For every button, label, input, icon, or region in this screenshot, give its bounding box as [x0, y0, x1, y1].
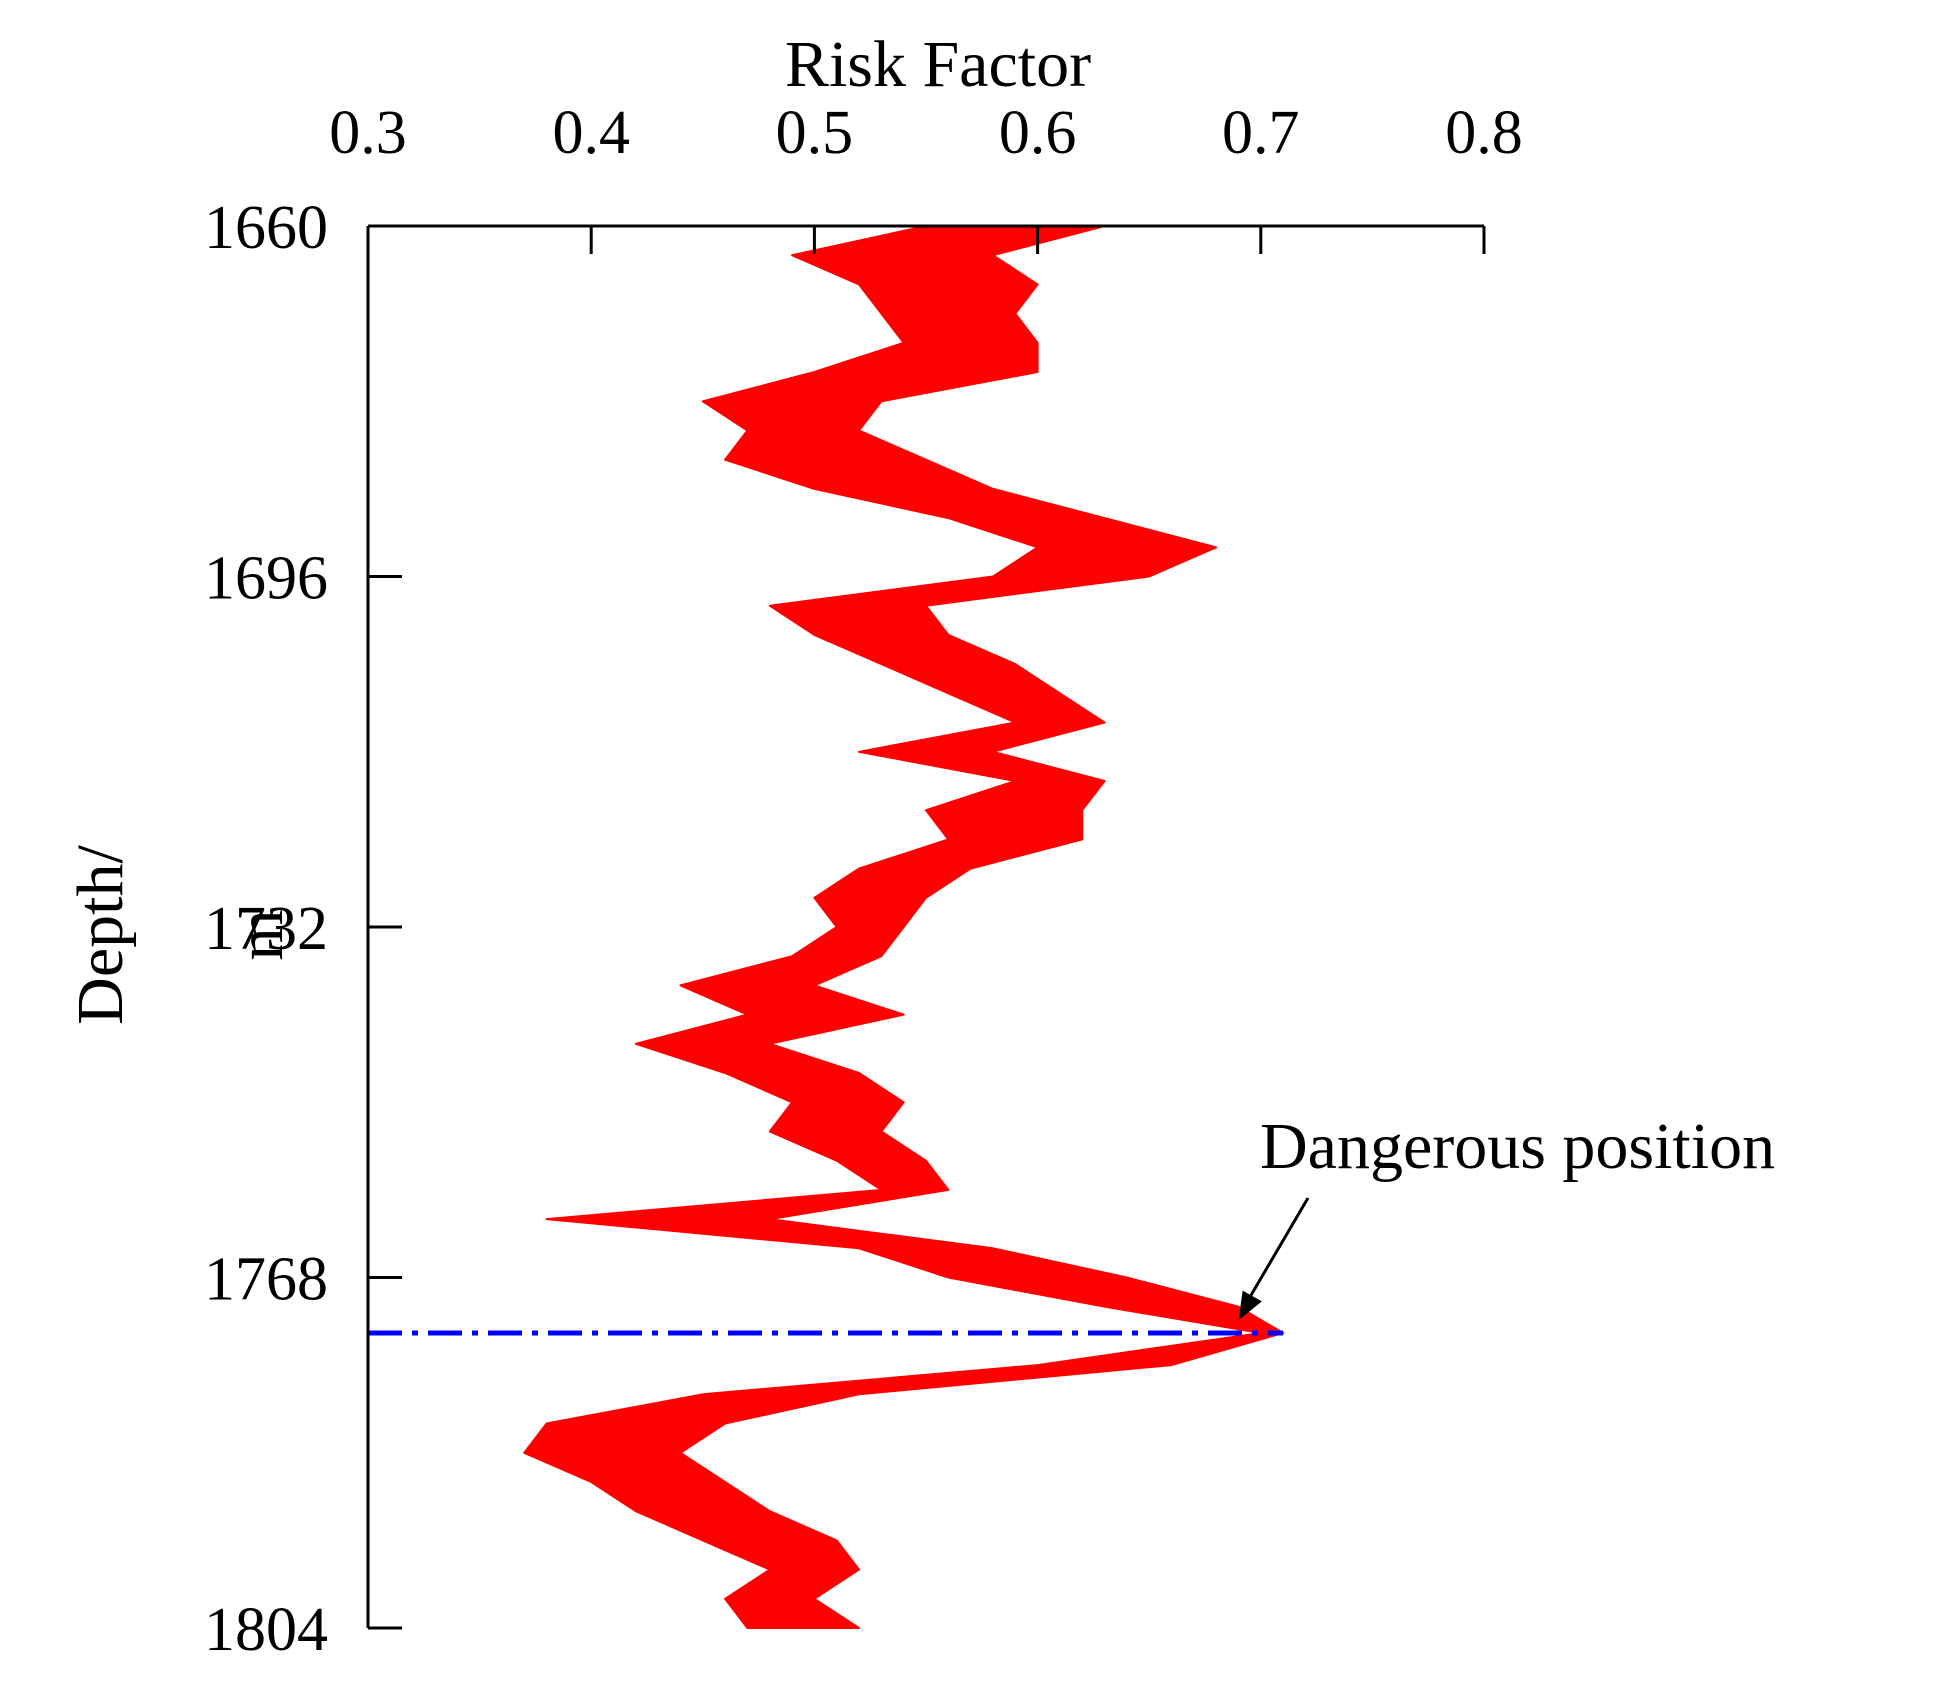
axes-layer: 0.3 0.4 0.5 0.6 0.7 0.8 1660 1696 1732 1768 1804: [204, 99, 1523, 1664]
risk-band-layer: [523, 225, 1285, 1629]
y-tick-label: 1660: [204, 194, 328, 262]
x-tick-label: 0.4: [552, 99, 630, 167]
x-tick-label: 0.8: [1445, 99, 1523, 167]
annotation-arrow-head: [1238, 1290, 1262, 1321]
annotation-layer: Dangerous position: [1238, 1110, 1775, 1321]
y-axis-title-line-2: m: [224, 909, 297, 960]
x-axis-title: Risk Factor: [785, 28, 1091, 101]
annotation-arrow-shaft: [1243, 1197, 1310, 1308]
y-tick-label: 1696: [204, 545, 328, 613]
x-tick-label: 0.5: [776, 99, 854, 167]
y-tick-label: 1732: [204, 895, 328, 963]
x-tick-label: 0.7: [1222, 99, 1300, 167]
x-tick-label: 0.6: [999, 99, 1077, 167]
y-axis-title-line-1: Depth/: [64, 845, 137, 1025]
dangerous-position-label: Dangerous position: [1260, 1110, 1775, 1183]
x-tick-label: 0.3: [329, 99, 407, 167]
y-axis-title: Depth/ m: [64, 845, 297, 1025]
risk-band: [523, 225, 1285, 1629]
y-tick-label: 1768: [204, 1246, 328, 1314]
y-tick-label: 1804: [204, 1596, 328, 1664]
